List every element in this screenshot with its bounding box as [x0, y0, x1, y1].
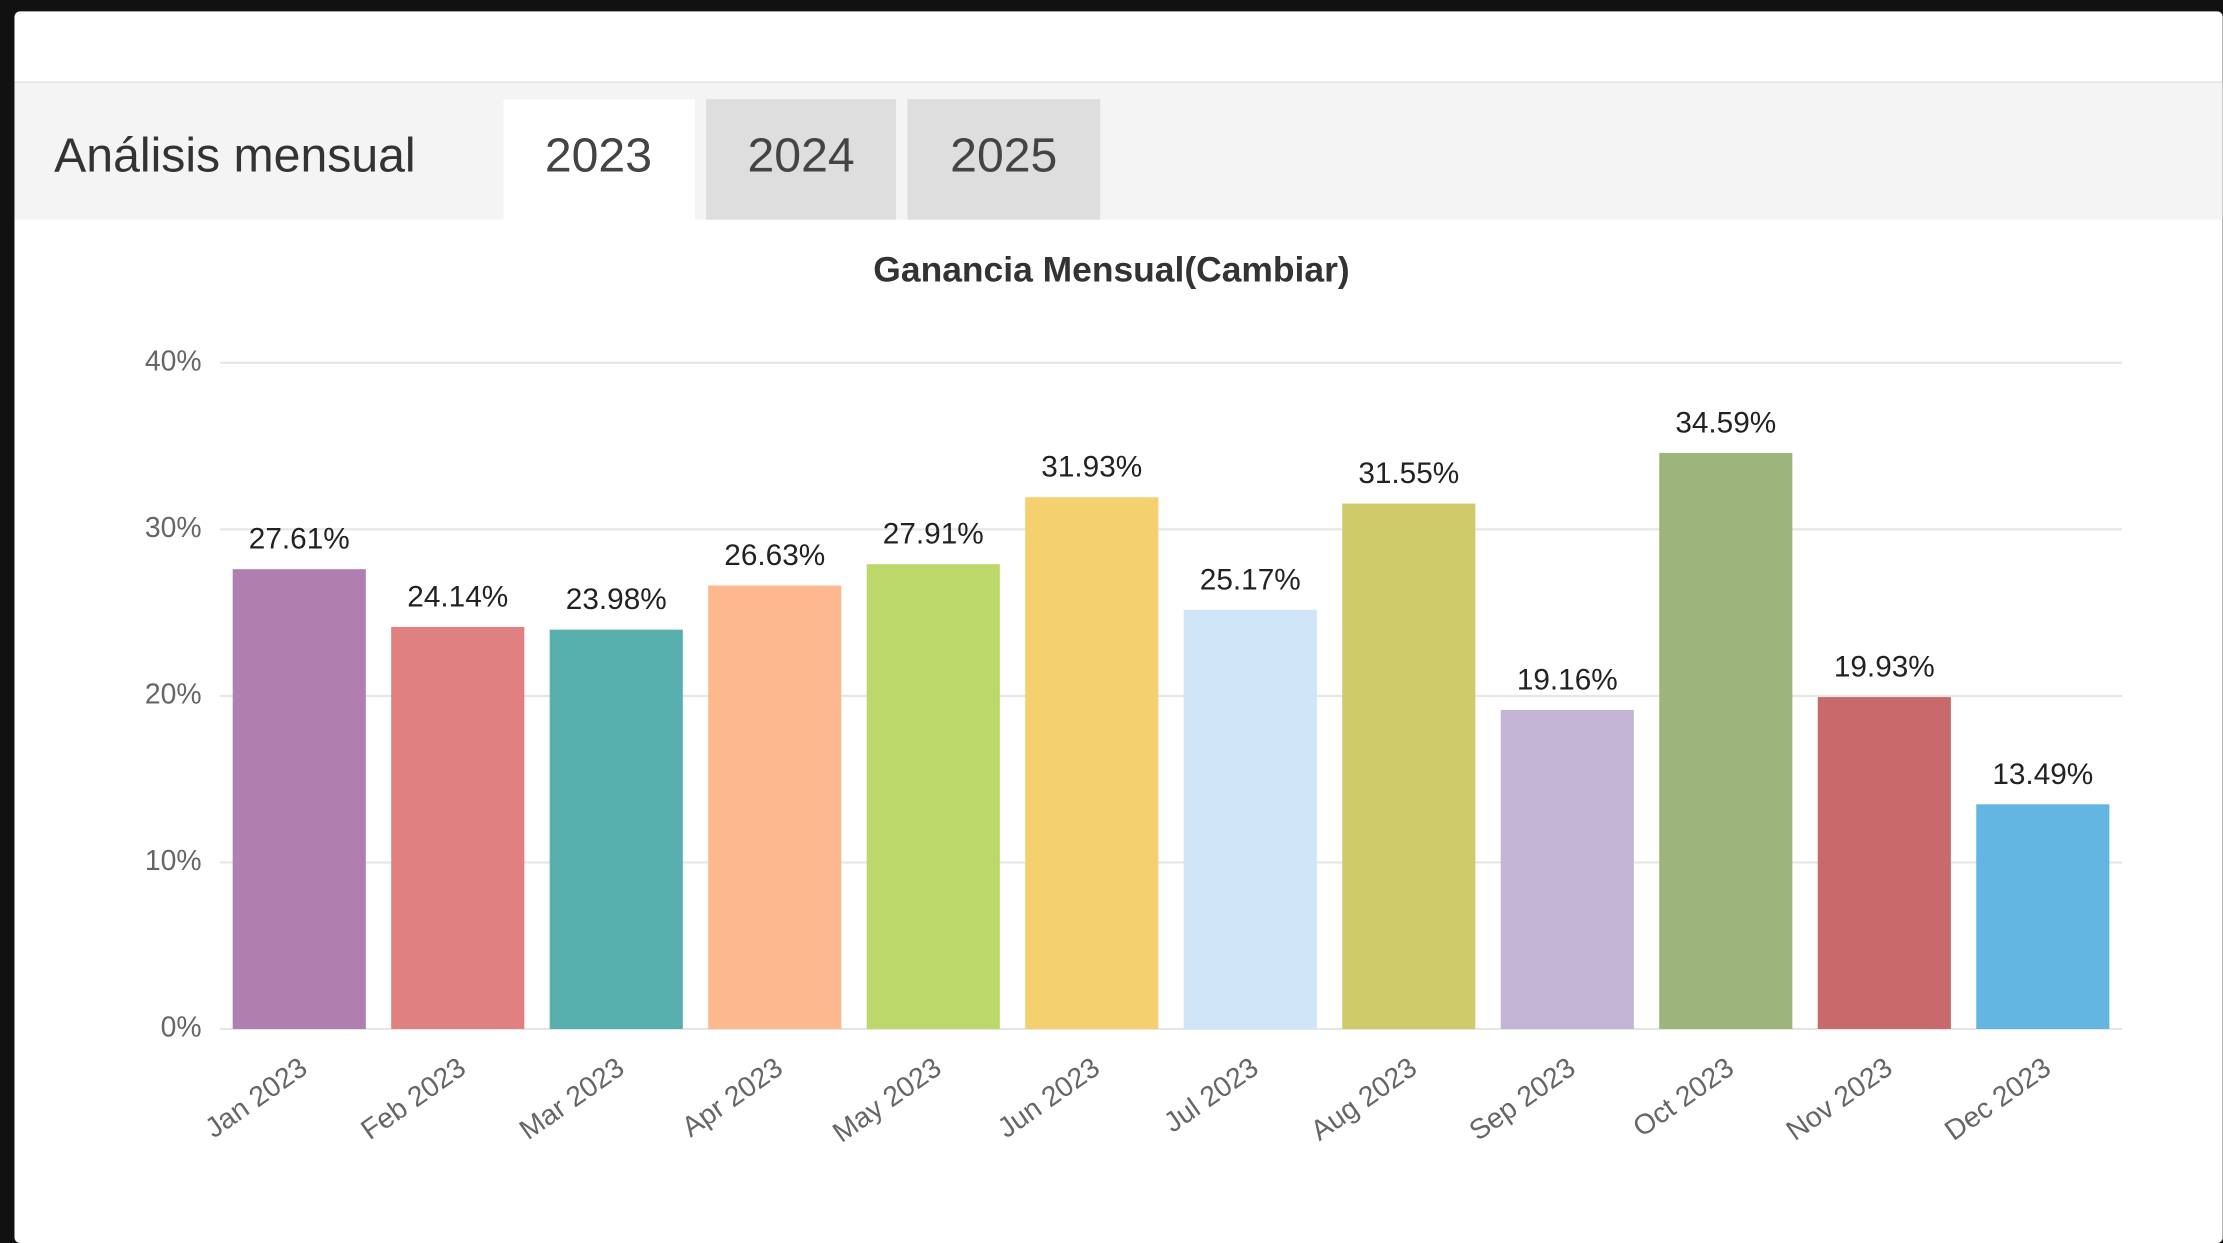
y-tick-label: 30% [145, 512, 202, 544]
tab-label[interactable]: 2023 [545, 128, 652, 182]
y-tick-label: 20% [145, 678, 202, 710]
y-tick-label: 0% [161, 1011, 202, 1043]
bar [391, 626, 525, 1029]
bar [232, 569, 366, 1029]
tab-label[interactable]: 2025 [950, 128, 1057, 182]
y-tick-label: 40% [145, 345, 202, 377]
tab-label[interactable]: 2024 [748, 128, 855, 182]
value-label: 19.93% [1834, 651, 1935, 684]
value-label: 24.14% [407, 580, 508, 613]
value-label: 27.91% [883, 518, 984, 551]
value-label: 13.49% [1992, 758, 2093, 791]
bar [1025, 497, 1159, 1029]
bar [1817, 697, 1951, 1029]
value-label: 27.61% [249, 523, 350, 556]
tab[interactable] [907, 99, 1101, 220]
y-tick-label: 10% [145, 845, 202, 877]
tab[interactable] [706, 99, 897, 220]
value-label: 25.17% [1200, 563, 1301, 596]
chart-title: Ganancia Mensual(Cambiar) [873, 249, 1349, 289]
section-title: Análisis mensual [54, 128, 415, 182]
value-label: 31.93% [1041, 451, 1142, 484]
bar [866, 564, 1000, 1029]
value-label: 19.16% [1517, 663, 1618, 696]
bar [1342, 503, 1476, 1029]
bar [708, 585, 842, 1029]
bar [1976, 804, 2110, 1029]
bar [1183, 609, 1317, 1029]
value-label: 26.63% [724, 539, 825, 572]
bar [1500, 709, 1634, 1029]
tab-bar [14, 82, 2223, 220]
value-label: 31.55% [1358, 457, 1459, 490]
bar [1659, 452, 1793, 1029]
value-label: 34.59% [1675, 406, 1776, 439]
bar [549, 629, 683, 1029]
tab-active[interactable] [503, 99, 695, 220]
value-label: 23.98% [566, 583, 667, 616]
